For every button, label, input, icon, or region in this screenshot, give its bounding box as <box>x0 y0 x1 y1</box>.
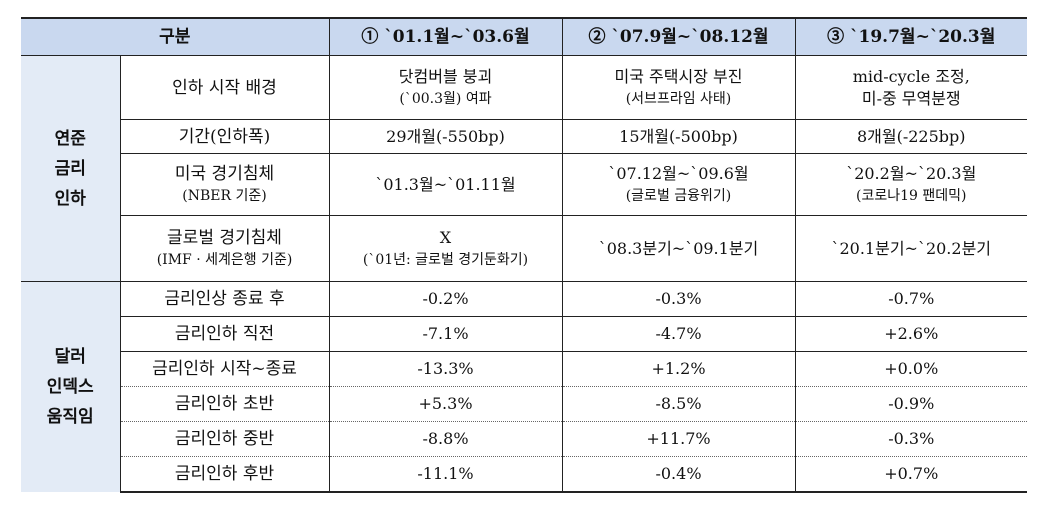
cell-line: (`00.3월) 여파 <box>399 90 492 107</box>
header-period-2: ② `07.9월~`08.12월 <box>561 17 795 56</box>
header-category: 구분 <box>21 17 329 56</box>
table-cell: +2.6% <box>794 316 1027 352</box>
row-label-main: 글로벌 경기침체 <box>167 227 282 248</box>
cell-line: X <box>439 227 452 247</box>
table-row: 금리인하 시작~종료 -13.3% +1.2% +0.0% <box>21 351 1027 387</box>
table-row: 달러 인덱스 움직임 금리인상 종료 후 -0.2% -0.3% -0.7% <box>21 281 1027 492</box>
table-row: 기간(인하폭) 29개월(-550bp) 15개월(-500bp) 8개월(-2… <box>21 119 1027 154</box>
section-title-fed-rate-cut: 연준 금리 인하 <box>21 55 120 282</box>
table-cell: +11.7% <box>561 421 795 457</box>
table-cell: 닷컴버블 붕괴 (`00.3월) 여파 <box>328 55 562 120</box>
section-title-line: 인하 <box>54 188 86 209</box>
table-cell: -0.7% <box>794 281 1027 317</box>
table-cell: 29개월(-550bp) <box>328 119 562 154</box>
table-cell: +5.3% <box>328 386 562 422</box>
table-cell: 8개월(-225bp) <box>794 119 1027 154</box>
table-row: 연준 금리 인하 인하 시작 배경 닷컴버블 붕괴 (`00.3월) 여파 미국… <box>21 55 1027 282</box>
table-cell: +0.0% <box>794 351 1027 387</box>
table-cell: `01.3월~`01.11월 <box>328 153 562 216</box>
table-cell: `07.12월~`09.6월 (글로벌 금융위기) <box>561 153 795 216</box>
row-label: 글로벌 경기침체 (IMF · 세계은행 기준) <box>119 215 329 282</box>
table-cell: mid-cycle 조정, 미-중 무역분쟁 <box>794 55 1027 120</box>
table-cell: +1.2% <box>561 351 795 387</box>
table-cell: -11.1% <box>328 456 562 493</box>
row-label-sub: (IMF · 세계은행 기준) <box>156 251 293 268</box>
table-cell: -4.7% <box>561 316 795 352</box>
cell-line: `20.2월~`20.3월 <box>846 163 977 183</box>
table-cell: `08.3분기~`09.1분기 <box>561 215 795 282</box>
header-row: 구분 ① `01.1월~`03.6월 ② `07.9월~`08.12월 ③ `1… <box>21 17 1027 56</box>
section-title-line: 금리 <box>54 158 86 179</box>
table-cell: -0.2% <box>328 281 562 317</box>
table-cell: `20.2월~`20.3월 (코로나19 팬데믹) <box>794 153 1027 216</box>
header-period-3: ③ `19.7월~`20.3월 <box>794 17 1027 56</box>
row-label: 금리인하 후반 <box>119 456 329 493</box>
section-title-line: 달러 <box>54 346 86 367</box>
row-label: 인하 시작 배경 <box>119 55 329 120</box>
table-cell: -0.3% <box>561 281 795 317</box>
section-title-line: 인덱스 <box>46 376 94 397</box>
fed-rate-cut-comparison-table: 구분 ① `01.1월~`03.6월 ② `07.9월~`08.12월 ③ `1… <box>21 17 1027 493</box>
row-label: 금리인하 직전 <box>119 316 329 352</box>
table-cell: 미국 주택시장 부진 (서브프라임 사태) <box>561 55 795 120</box>
row-label: 금리인하 시작~종료 <box>119 351 329 387</box>
table-row: 금리인하 후반 -11.1% -0.4% +0.7% <box>21 456 1027 493</box>
table-cell: -0.9% <box>794 386 1027 422</box>
table-row: 금리인하 중반 -8.8% +11.7% -0.3% <box>21 421 1027 457</box>
section-title-dollar-index: 달러 인덱스 움직임 <box>21 281 120 492</box>
row-label: 미국 경기침체 (NBER 기준) <box>119 153 329 216</box>
row-label: 금리인하 중반 <box>119 421 329 457</box>
cell-line: `01.3월~`01.11월 <box>375 174 516 194</box>
row-label: 기간(인하폭) <box>119 119 329 154</box>
table-row: 금리인하 직전 -7.1% -4.7% +2.6% <box>21 316 1027 352</box>
cell-line: (코로나19 팬데믹) <box>856 187 967 204</box>
table-cell: -8.5% <box>561 386 795 422</box>
section-title-line: 움직임 <box>46 406 94 427</box>
row-label: 금리인하 초반 <box>119 386 329 422</box>
cell-line: (서브프라임 사태) <box>625 90 732 107</box>
cell-line: 미-중 무역분쟁 <box>861 88 961 108</box>
table-cell: X (`01년: 글로벌 경기둔화기) <box>328 215 562 282</box>
table-row: 금리인하 초반 +5.3% -8.5% -0.9% <box>21 386 1027 422</box>
row-label-sub: (NBER 기준) <box>182 187 267 204</box>
table-cell: -0.3% <box>794 421 1027 457</box>
table-cell: -13.3% <box>328 351 562 387</box>
table-cell: 15개월(-500bp) <box>561 119 795 154</box>
table-cell: -0.4% <box>561 456 795 493</box>
table-cell: -7.1% <box>328 316 562 352</box>
cell-line: (`01년: 글로벌 경기둔화기) <box>362 251 529 268</box>
table-row: 글로벌 경기침체 (IMF · 세계은행 기준) X (`01년: 글로벌 경기… <box>21 215 1027 282</box>
table-cell: -8.8% <box>328 421 562 457</box>
table-cell: +0.7% <box>794 456 1027 493</box>
cell-line: mid-cycle 조정, <box>852 66 970 86</box>
row-label-main: 미국 경기침체 <box>174 163 275 184</box>
cell-line: 미국 주택시장 부진 <box>614 66 743 86</box>
row-label: 금리인상 종료 후 <box>119 281 329 317</box>
cell-line: 닷컴버블 붕괴 <box>398 66 493 86</box>
section-title-line: 연준 <box>54 128 86 149</box>
cell-line: (글로벌 금융위기) <box>625 187 732 204</box>
table-row: 미국 경기침체 (NBER 기준) `01.3월~`01.11월 `07.12월… <box>21 153 1027 216</box>
comparison-table-container: 구분 ① `01.1월~`03.6월 ② `07.9월~`08.12월 ③ `1… <box>21 17 1027 493</box>
cell-line: `07.12월~`09.6월 <box>608 163 749 183</box>
header-period-1: ① `01.1월~`03.6월 <box>328 17 562 56</box>
table-cell: `20.1분기~`20.2분기 <box>794 215 1027 282</box>
